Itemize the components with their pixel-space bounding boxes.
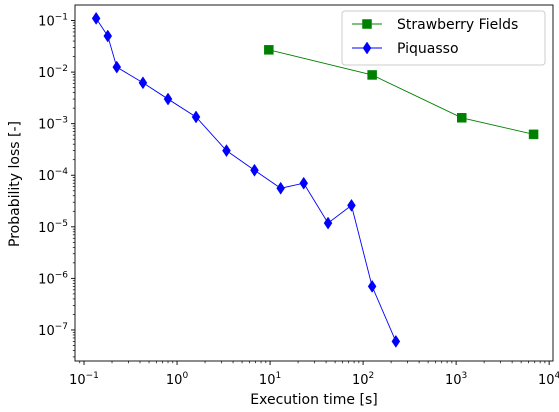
legend-label-strawberry-fields: Strawberry Fields	[397, 17, 518, 33]
data-point-piquasso	[103, 29, 113, 43]
x-tick-label: 102	[352, 371, 374, 388]
data-point-piquasso	[276, 181, 285, 195]
series-line-piquasso	[95, 18, 397, 342]
y-tick-label: 10−3	[38, 116, 68, 133]
data-point-piquasso	[391, 334, 401, 348]
y-tick-label: 10−2	[38, 64, 68, 81]
data-point-piquasso	[163, 92, 173, 106]
y-tick-label: 10−5	[38, 219, 68, 236]
series-line-strawberry-fields	[268, 49, 534, 135]
legend-label-piquasso: Piquasso	[397, 41, 459, 57]
x-tick-label: 10−1	[69, 371, 99, 388]
data-point-piquasso	[250, 163, 259, 177]
data-point-piquasso	[222, 144, 231, 158]
legend-box	[341, 10, 546, 66]
data-point-piquasso	[299, 176, 309, 190]
axes: 10−1 100 101 102 103 104 10−1 10−2 10−3 10−4 10−5 1…	[38, 4, 559, 388]
data-point-piquasso	[191, 110, 201, 124]
x-tick-label: 101	[259, 371, 281, 388]
data-point-strawberry-fields	[457, 113, 467, 123]
y-tick-label: 10−7	[38, 322, 68, 339]
plot-area	[91, 11, 539, 348]
data-point-piquasso	[91, 11, 101, 25]
legend: Strawberry Fields Piquasso	[341, 10, 546, 66]
x-tick-label: 103	[445, 371, 467, 388]
y-tick-label: 10−6	[38, 270, 68, 287]
y-axis-label: Probability loss [-]	[7, 121, 23, 247]
x-tick-label: 104	[538, 371, 559, 388]
y-tick-label: 10−4	[38, 167, 68, 184]
data-point-piquasso	[367, 279, 377, 293]
data-point-strawberry-fields	[367, 70, 377, 80]
y-tick-label: 10−1	[38, 13, 68, 30]
legend-marker-piquasso	[362, 41, 372, 55]
x-axis-label: Execution time [s]	[250, 392, 377, 408]
data-point-piquasso	[347, 198, 356, 212]
x-tick-label: 100	[166, 371, 189, 388]
data-point-piquasso	[323, 216, 333, 230]
data-point-piquasso	[112, 60, 122, 74]
data-point-strawberry-fields	[528, 129, 539, 140]
data-point-strawberry-fields	[264, 45, 274, 55]
data-point-piquasso	[138, 76, 148, 90]
legend-marker-strawberry-fields	[362, 19, 372, 29]
